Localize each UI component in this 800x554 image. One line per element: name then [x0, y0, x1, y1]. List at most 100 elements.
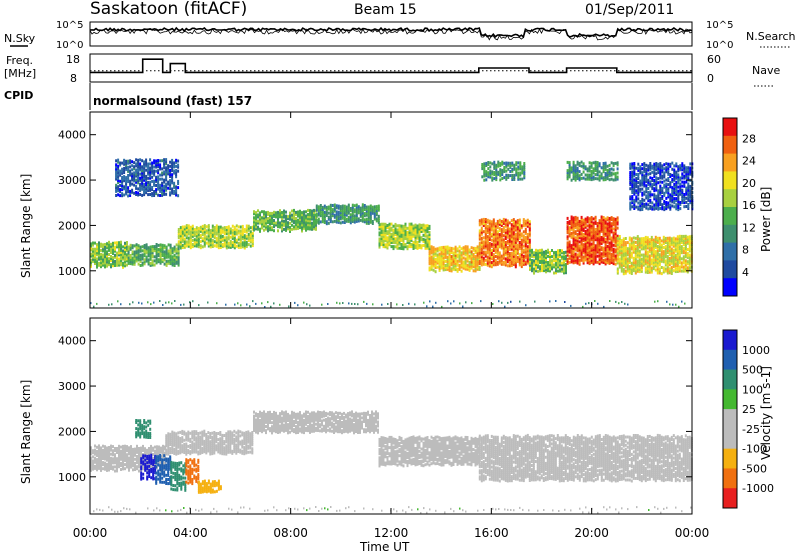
echo-cell — [676, 267, 679, 271]
echo-cell — [416, 246, 419, 250]
echo-cell — [462, 246, 465, 250]
echo-cell — [458, 263, 461, 267]
feature-cell — [153, 169, 156, 173]
echo-cell — [616, 271, 619, 275]
echo-cell — [608, 249, 611, 253]
echo-cell — [414, 233, 417, 237]
echo-cell — [209, 229, 212, 233]
echo-cell — [355, 207, 358, 211]
echo-cell — [209, 235, 212, 239]
echo-cell — [604, 221, 607, 225]
echo-cell — [269, 220, 271, 223]
feature-cell — [145, 185, 148, 189]
feature-cell — [673, 176, 676, 180]
ground-scatter-cell — [462, 305, 464, 308]
echo-cell — [126, 245, 128, 249]
echo-cell — [114, 259, 116, 263]
echo-cell — [502, 256, 505, 260]
echo-cell — [243, 230, 246, 234]
echo-cell — [255, 217, 257, 221]
echo-cell — [496, 232, 499, 236]
feature-cell — [173, 161, 176, 165]
echo-cell — [92, 463, 94, 467]
echo-cell — [301, 215, 303, 219]
echo-cell — [494, 238, 497, 242]
echo-cell — [616, 234, 619, 238]
echo-cell — [484, 242, 487, 246]
echo-cell — [402, 239, 405, 243]
echo-cell — [502, 260, 505, 264]
feature-cell — [568, 171, 571, 175]
echo-cell — [129, 258, 132, 262]
echo-cell — [646, 252, 649, 256]
echo-cell — [434, 266, 437, 270]
echo-cell — [145, 245, 148, 249]
feature-cell — [683, 164, 686, 168]
echo-cell — [508, 256, 511, 260]
echo-cell — [373, 217, 376, 221]
echo-cell — [636, 247, 639, 251]
feature-cell — [669, 181, 672, 185]
echo-cell — [606, 230, 609, 234]
echo-cell — [135, 247, 138, 251]
echo-cell — [610, 216, 613, 220]
echo-cell — [458, 251, 461, 255]
echo-cell — [412, 226, 415, 230]
feature-cell — [131, 174, 134, 178]
echo-cell — [255, 219, 257, 223]
feature-cell — [645, 176, 648, 179]
feature-cell — [580, 172, 583, 176]
feature-cell — [493, 177, 496, 181]
echo-cell — [528, 224, 531, 228]
echo-cell — [502, 230, 505, 234]
feature-cell — [576, 166, 579, 170]
feature-cell — [649, 200, 652, 204]
echo-cell — [606, 259, 609, 263]
echo-cell — [450, 263, 453, 267]
echo-cell — [624, 263, 627, 267]
echo-cell — [580, 234, 583, 238]
ground-scatter-cell — [141, 302, 143, 305]
feature-cell — [507, 161, 510, 165]
echo-cell — [506, 254, 509, 258]
echo-cell — [233, 244, 236, 248]
ground-scatter-cell — [471, 302, 473, 305]
echo-cell — [267, 225, 269, 229]
echo-cell — [120, 248, 122, 252]
echo-cell — [520, 248, 523, 252]
echo-cell — [261, 210, 263, 214]
echo-cell — [209, 243, 212, 247]
feature-cell — [639, 181, 642, 185]
feature-cell — [610, 161, 613, 165]
feature-cell — [689, 170, 692, 174]
nsky-label: N.Sky — [4, 32, 36, 45]
echo-cell — [215, 226, 218, 230]
echo-cell — [378, 241, 381, 245]
echo-cell — [430, 265, 433, 269]
feature-cell — [149, 188, 152, 192]
echo-cell — [357, 211, 360, 215]
echo-cell — [516, 255, 519, 259]
echo-cell — [404, 224, 407, 228]
feature-cell — [521, 167, 524, 171]
feature-cell — [149, 166, 152, 170]
echo-cell — [321, 220, 324, 224]
echo-cell — [684, 269, 687, 273]
echo-cell — [365, 209, 368, 213]
feature-cell — [157, 165, 160, 169]
feature-cell — [655, 184, 658, 188]
echo-cell — [674, 257, 677, 261]
feature-cell — [683, 174, 686, 178]
echo-cell — [570, 227, 573, 231]
echo-cell — [582, 222, 585, 226]
echo-cell — [229, 235, 232, 239]
feature-cell — [572, 173, 575, 176]
feature-cell — [661, 203, 664, 207]
ground-scatter-cell — [435, 301, 437, 304]
echo-cell — [96, 257, 98, 261]
echo-cell — [424, 224, 427, 228]
echo-cell — [233, 229, 236, 233]
feature-cell — [151, 194, 154, 198]
feature-cell — [125, 184, 128, 188]
echo-cell — [444, 268, 447, 272]
